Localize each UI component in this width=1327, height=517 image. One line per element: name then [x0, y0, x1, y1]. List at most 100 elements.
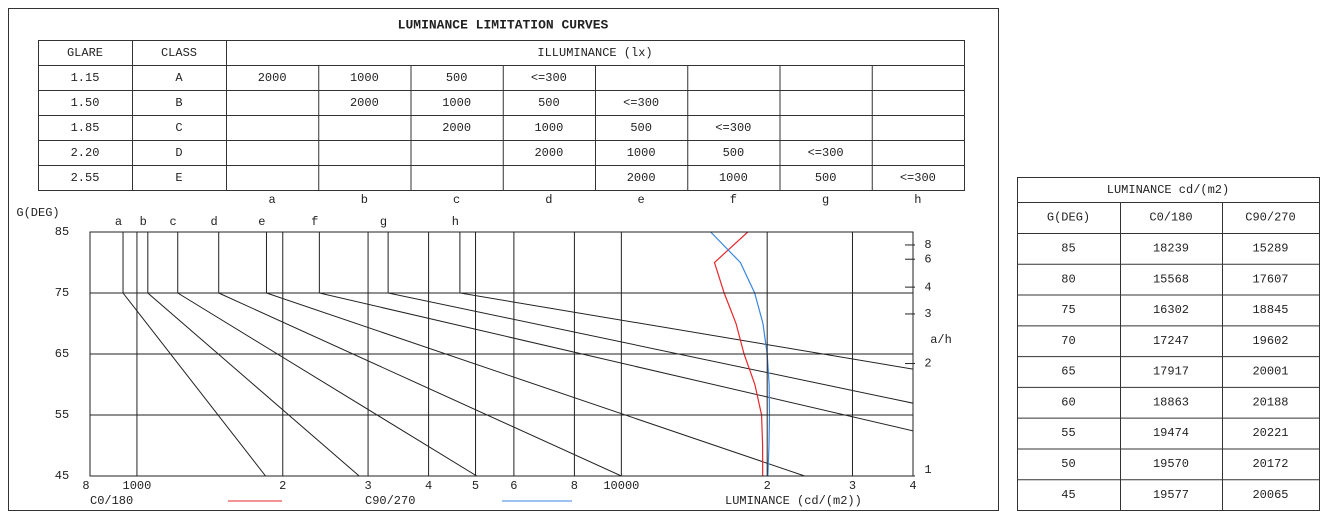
x-tick-label: 3: [364, 479, 371, 493]
glare-cell: 1.50: [71, 96, 100, 110]
illuminance-cell: <=300: [808, 146, 844, 160]
title: LUMINANCE LIMITATION CURVES: [398, 17, 609, 32]
gamma-cell: 80: [1061, 272, 1075, 286]
gamma-cell: 60: [1061, 395, 1075, 409]
glare-cell: 2.55: [71, 171, 100, 185]
frame: [8, 8, 999, 511]
illuminance-cell: 500: [630, 121, 652, 135]
illuminance-cell: 1000: [719, 171, 748, 185]
illuminance-cell: 1000: [442, 96, 471, 110]
luminance-cell: 15568: [1153, 272, 1189, 286]
glare-cell: 1.15: [71, 71, 100, 85]
luminance-cell: 20172: [1252, 457, 1288, 471]
luminance-cell: 17247: [1153, 334, 1189, 348]
illuminance-cell: 2000: [258, 71, 287, 85]
illuminance-cell: 500: [538, 96, 560, 110]
x-tick-label: 3: [849, 479, 856, 493]
glare-cell: 2.20: [71, 146, 100, 160]
column-letter: f: [730, 193, 737, 207]
illuminance-cell: 500: [815, 171, 837, 185]
class-cell: E: [175, 171, 182, 185]
y-axis-label: G(DEG): [16, 206, 59, 220]
illuminance-cell: <=300: [900, 171, 936, 185]
luminance-cell: 19474: [1153, 426, 1189, 440]
x-tick-label: 4: [909, 479, 916, 493]
column-letter: c: [453, 193, 460, 207]
gamma-cell: 55: [1061, 426, 1075, 440]
gamma-cell: 85: [1061, 242, 1075, 256]
class-cell: C: [175, 121, 182, 135]
illuminance-cell: 500: [723, 146, 745, 160]
y-tick-label: 75: [55, 286, 69, 300]
luminance-cell: 19570: [1153, 457, 1189, 471]
luminance-cell: 19602: [1252, 334, 1288, 348]
illuminance-cell: 1000: [627, 146, 656, 160]
illuminance-cell: <=300: [715, 121, 751, 135]
curve-letter: d: [211, 215, 218, 229]
right-tick-label: 8: [924, 238, 931, 252]
column-letter: h: [914, 193, 921, 207]
curve-letter: b: [140, 215, 147, 229]
gamma-cell: 75: [1061, 303, 1075, 317]
curve-letter: a: [115, 215, 122, 229]
illuminance-cell: 2000: [534, 146, 563, 160]
x-tick-label: 6: [510, 479, 517, 493]
luminance-cell: 20221: [1252, 426, 1288, 440]
luminance-cell: 18845: [1252, 303, 1288, 317]
illuminance-cell: 2000: [627, 171, 656, 185]
luminance-cell: 19577: [1153, 488, 1189, 502]
class-cell: D: [175, 146, 182, 160]
column-letter: d: [545, 193, 552, 207]
header-cell: G(DEG): [1047, 211, 1090, 225]
right-tick-label: 4: [924, 280, 931, 294]
right-tick-label: 3: [924, 307, 931, 321]
table-title: LUMINANCE cd/(m2): [1107, 183, 1229, 197]
column-letter: a: [269, 193, 276, 207]
x-tick-label: 10000: [603, 479, 639, 493]
legend-label: C90/270: [365, 494, 415, 508]
legend-label: C0/180: [90, 494, 133, 508]
x-tick-label: 4: [425, 479, 432, 493]
column-letter: b: [361, 193, 368, 207]
illuminance-cell: <=300: [531, 71, 567, 85]
luminance-cell: 20188: [1252, 395, 1288, 409]
curve-letter: e: [258, 215, 265, 229]
illuminance-cell: 2000: [442, 121, 471, 135]
curve-letter: h: [452, 215, 459, 229]
right-tick-label: 6: [924, 252, 931, 266]
curve-letter: f: [311, 215, 318, 229]
column-letter: e: [638, 193, 645, 207]
glare-cell: 1.85: [71, 121, 100, 135]
class-cell: A: [175, 71, 183, 85]
column-letter: g: [822, 193, 829, 207]
x-axis-label: LUMINANCE (cd/(m2)): [725, 494, 862, 508]
curve-letter: c: [170, 215, 177, 229]
x-tick-label: 8: [82, 479, 89, 493]
illuminance-cell: 500: [446, 71, 468, 85]
x-tick-label: 8: [571, 479, 578, 493]
x-tick-label: 5: [472, 479, 479, 493]
luminance-cell: 20001: [1252, 365, 1288, 379]
illuminance-cell: 1000: [350, 71, 379, 85]
x-tick-label: 2: [279, 479, 286, 493]
illuminance-cell: 2000: [350, 96, 379, 110]
gamma-cell: 50: [1061, 457, 1075, 471]
header-cell: GLARE: [67, 46, 103, 60]
y-tick-label: 85: [55, 225, 69, 239]
luminance-cell: 17607: [1252, 272, 1288, 286]
luminance-cell: 17917: [1153, 365, 1189, 379]
right-tick-label: 2: [924, 357, 931, 371]
header-cell: ILLUMINANCE (lx): [537, 46, 652, 60]
gamma-cell: 45: [1061, 488, 1075, 502]
right-tick-label: 1: [924, 463, 931, 477]
luminance-cell: 18863: [1153, 395, 1189, 409]
y-tick-label: 55: [55, 408, 69, 422]
curve-letter: g: [380, 215, 387, 229]
x-tick-label: 1000: [123, 479, 152, 493]
luminance-cell: 15289: [1252, 242, 1288, 256]
y-tick-label: 45: [55, 469, 69, 483]
y-tick-label: 65: [55, 347, 69, 361]
x-tick-label: 2: [764, 479, 771, 493]
